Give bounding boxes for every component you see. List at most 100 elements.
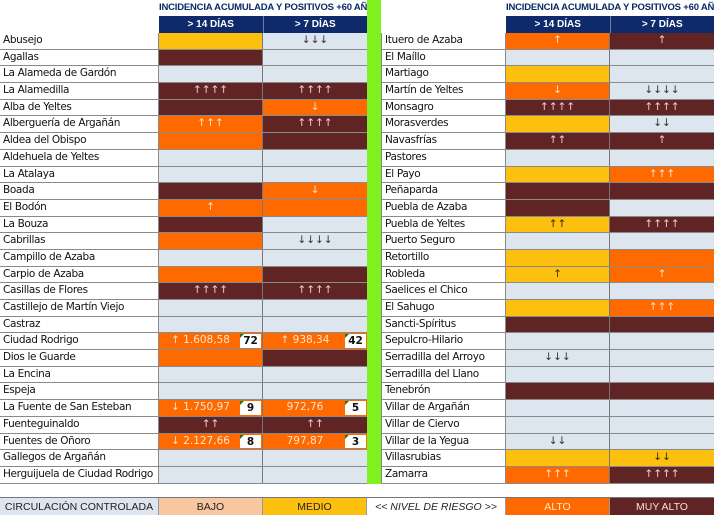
municipality-name: Peñaparda — [381, 183, 506, 199]
table-row: Carpio de Azaba — [0, 266, 367, 284]
municipality-name: Espeja — [0, 383, 159, 400]
cell-14-days — [159, 266, 263, 283]
table-row: El Sahugo ↑↑↑ — [381, 300, 714, 317]
municipality-name: Carpio de Azaba — [0, 266, 159, 283]
table-row: Pastores — [381, 149, 714, 167]
municipality-name: Robleda — [381, 266, 506, 283]
trend-arrows: ↑↑↑↑ — [644, 217, 680, 230]
municipality-name: Martín de Yeltes — [381, 83, 506, 99]
cell-14-days — [506, 49, 610, 66]
municipality-name: Gallegos de Argañán — [0, 450, 159, 466]
positives-count-badge: 9 — [240, 401, 261, 415]
cell-7-days: 972,76 5 — [263, 400, 367, 416]
trend-arrows: ↑↑↑↑ — [192, 284, 229, 297]
cell-7-days: 797,87 3 — [263, 433, 367, 450]
cell-7-days: ↑ — [610, 266, 714, 283]
cell-7-days — [610, 366, 714, 383]
cell-14-days: ↑↑↑↑ — [159, 83, 263, 99]
cell-7-days: ↑↑ — [263, 416, 367, 433]
column-header-7-days: > 7 DÍAS — [610, 16, 714, 33]
cell-14-days — [159, 233, 263, 249]
legend-alto: ALTO — [506, 498, 610, 515]
municipality-name: Villar de Argañán — [381, 400, 506, 416]
column-header-7-days: > 7 DÍAS — [263, 16, 367, 33]
cell-14-days — [506, 233, 610, 249]
table-row: Puerto Seguro — [381, 233, 714, 250]
trend-arrows: ↑↑↑ — [648, 301, 676, 313]
municipality-name: Alberguería de Argañán — [0, 116, 159, 133]
cell-7-days: ↑↑↑↑ — [263, 116, 367, 133]
legend-nivel-de-riesgo: << NIVEL DE RIESGO >> — [367, 498, 506, 515]
cell-14-days: ↑ — [506, 33, 610, 49]
cell-7-days — [263, 166, 367, 183]
cell-14-days — [159, 149, 263, 166]
trend-arrows: ↓↓ — [548, 434, 567, 447]
trend-arrows: ↑↑↑↑ — [192, 84, 229, 97]
cell-14-days: ↓↓↓ — [506, 350, 610, 366]
trend-arrows: ↓↓ — [653, 117, 671, 130]
municipality-name: Monsagro — [381, 99, 506, 116]
table-row: Fuenteguinaldo ↑↑ ↑↑ — [0, 416, 367, 434]
cell-7-days — [610, 333, 714, 350]
trend-arrows: ↓↓↓ — [301, 34, 329, 46]
table-row: El Bodón ↑ — [0, 199, 367, 217]
right-table-header: INCIDENCIA ACUMULADA Y POSITIVOS +60 AÑO… — [506, 0, 714, 33]
table-row: Villasrubias ↓↓ — [381, 450, 714, 467]
municipality-name: Serradilla del Llano — [381, 366, 506, 383]
municipality-name: Villasrubias — [381, 450, 506, 466]
municipality-name: El Bodón — [0, 199, 159, 216]
trend-arrows: ↓↓↓↓ — [644, 84, 680, 97]
municipality-name: Herguijuela de Ciudad Rodrigo — [0, 466, 159, 483]
municipality-name: Villar de Ciervo — [381, 416, 506, 433]
trend-arrows: ↑ — [657, 134, 667, 147]
cell-7-days: ↑↑↑↑ — [610, 216, 714, 233]
cell-7-days — [610, 316, 714, 333]
cell-7-days: ↓↓ — [610, 116, 714, 133]
cell-14-days — [506, 199, 610, 216]
cell-7-days: ↑ — [610, 133, 714, 149]
table-row: Boada ↓ — [0, 183, 367, 200]
cell-14-days — [506, 249, 610, 266]
cell-7-days — [610, 283, 714, 299]
cell-7-days — [610, 233, 714, 249]
table-row: Aldehuela de Yeltes — [0, 149, 367, 167]
municipality-name: Alba de Yeltes — [0, 99, 159, 116]
cell-14-days — [159, 133, 263, 149]
cell-14-days: ↑ — [159, 199, 263, 216]
cell-14-days — [159, 66, 263, 83]
trend-arrows: ↑↑ — [306, 417, 324, 430]
trend-arrows: ↑↑↑↑ — [297, 117, 333, 130]
legend-muy-alto: MUY ALTO — [610, 498, 714, 515]
positives-count-badge: 3 — [345, 434, 366, 449]
table-row: Tenebrón — [381, 383, 714, 401]
table-row: La Alameda de Gardón — [0, 66, 367, 84]
table-row: Villar de la Yegua ↓↓ — [381, 433, 714, 451]
table-row: Puebla de Azaba — [381, 199, 714, 217]
cell-14-days: ↑ 1.608,58 72 — [159, 333, 263, 350]
cell-7-days: ↓ — [263, 99, 367, 116]
cell-14-days — [159, 166, 263, 183]
cell-7-days: ↑ — [610, 33, 714, 49]
cell-14-days — [506, 183, 610, 199]
cell-7-days — [263, 350, 367, 366]
cell-7-days — [263, 383, 367, 400]
cell-7-days: ↑↑↑↑ — [610, 466, 714, 483]
cell-7-days — [610, 199, 714, 216]
column-header-14-days: > 14 DÍAS — [159, 16, 264, 33]
table-row: La Fuente de San Esteban ↓ 1.750,97 9 972,7… — [0, 400, 367, 417]
municipality-name: La Encina — [0, 366, 159, 383]
cell-7-days — [263, 450, 367, 466]
cell-14-days — [506, 450, 610, 466]
municipality-name: Ciudad Rodrigo — [0, 333, 159, 350]
cell-14-days — [506, 166, 610, 183]
positives-count-badge: 8 — [240, 434, 261, 449]
cell-14-days — [159, 450, 263, 466]
incidence-value: ↓ 1.750,97 — [171, 401, 230, 414]
table-row: Retortillo — [381, 249, 714, 267]
cell-7-days — [610, 416, 714, 433]
cell-7-days: ↑ 938,34 42 — [263, 333, 367, 350]
column-divider — [367, 0, 381, 484]
cell-14-days: ↑↑↑ — [506, 466, 610, 483]
cell-7-days — [263, 316, 367, 333]
table-row: Zamarra ↑↑↑ ↑↑↑↑ — [381, 466, 714, 484]
